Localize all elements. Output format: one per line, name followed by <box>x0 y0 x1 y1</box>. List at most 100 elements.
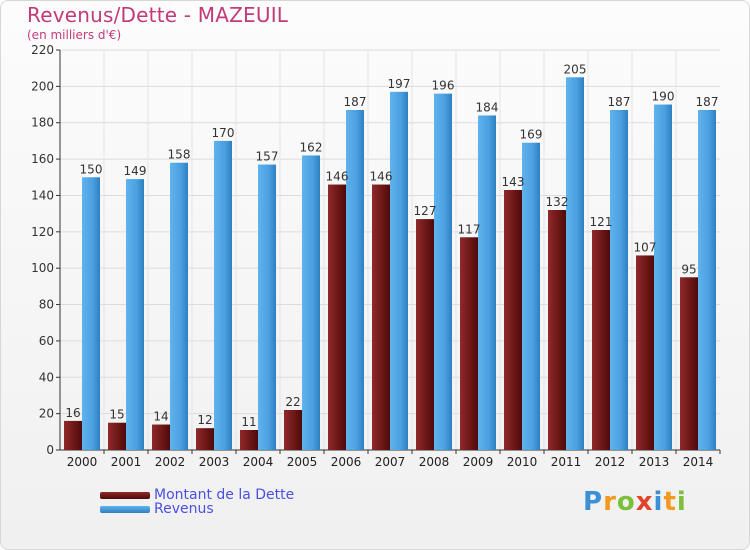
y-tick-label: 180 <box>31 116 54 130</box>
data-label-dette: 143 <box>502 175 525 189</box>
chart-subtitle: (en milliers d'€) <box>27 28 122 42</box>
bar-revenus <box>478 115 496 451</box>
y-tick-label: 160 <box>31 152 54 166</box>
y-tick-label: 20 <box>39 407 54 421</box>
y-tick-label: 0 <box>46 443 54 457</box>
bar-revenus <box>170 162 188 450</box>
y-tick-label: 100 <box>31 261 54 275</box>
data-label-dette: 95 <box>681 262 696 276</box>
bar-revenus <box>346 110 364 450</box>
bar-revenus <box>434 93 452 451</box>
data-label-dette: 15 <box>109 408 124 422</box>
data-label-revenus: 162 <box>300 140 323 154</box>
y-tick-label: 80 <box>39 298 54 312</box>
data-label-dette: 146 <box>370 170 393 184</box>
bar-dette <box>372 184 390 450</box>
data-label-dette: 16 <box>65 406 80 420</box>
bar-dette <box>548 210 566 450</box>
bar-revenus <box>126 179 144 450</box>
bar-dette <box>108 422 126 450</box>
data-labels: 16 150 15 149 14 158 12 170 11 157 22 162 146 187 146 1… <box>65 62 718 429</box>
data-label-dette: 146 <box>326 170 349 184</box>
data-label-revenus: 157 <box>256 150 279 164</box>
data-label-dette: 11 <box>241 415 256 429</box>
bar-dette <box>284 410 302 450</box>
bar-revenus <box>214 140 232 450</box>
data-label-revenus: 190 <box>652 90 675 104</box>
data-label-revenus: 197 <box>388 77 411 91</box>
legend-label-debt: Montant de la Dette <box>154 487 295 503</box>
proxiti-logo: Proxiti <box>583 487 687 517</box>
x-tick-label: 2013 <box>639 455 670 469</box>
y-tick-label: 220 <box>31 43 54 57</box>
bar-dette <box>64 420 82 450</box>
bar-dette <box>680 277 698 450</box>
bar-revenus <box>258 164 276 450</box>
legend-item-revenus: Revenus <box>100 501 214 517</box>
data-label-revenus: 196 <box>432 79 455 93</box>
bar-dette <box>328 184 346 450</box>
bar-revenus <box>82 177 100 451</box>
y-tick-label: 200 <box>31 79 54 93</box>
bars <box>64 77 716 451</box>
x-tick-label: 2003 <box>199 455 230 469</box>
y-tick-label: 60 <box>39 334 54 348</box>
legend-item-debt: Montant de la Dette <box>100 487 294 503</box>
x-tick-label: 2010 <box>507 455 538 469</box>
y-tick-label: 40 <box>39 370 54 384</box>
bar-dette <box>196 428 214 450</box>
bar-dette <box>460 237 478 450</box>
y-tick-label: 120 <box>31 225 54 239</box>
bar-dette <box>592 230 610 450</box>
x-tick-label: 2001 <box>111 455 142 469</box>
x-tick-label: 2009 <box>463 455 494 469</box>
data-label-revenus: 187 <box>344 95 367 109</box>
data-label-dette: 117 <box>458 222 481 236</box>
y-tick-label: 140 <box>31 188 54 202</box>
bar-dette <box>240 430 258 450</box>
legend-label-revenus: Revenus <box>154 501 214 517</box>
legend-swatch-revenus <box>100 505 150 513</box>
x-tick-label: 2006 <box>331 455 362 469</box>
bar-dette <box>416 219 434 450</box>
data-label-revenus: 158 <box>168 148 191 162</box>
legend-swatch-debt <box>100 491 150 499</box>
data-label-revenus: 149 <box>124 164 147 178</box>
data-label-revenus: 169 <box>520 128 543 142</box>
bar-revenus <box>654 104 672 450</box>
bar-revenus <box>302 155 320 451</box>
bar-revenus <box>522 142 540 450</box>
bar-revenus <box>610 110 628 450</box>
x-tick-label: 2002 <box>155 455 186 469</box>
data-label-revenus: 205 <box>564 62 587 76</box>
x-tick-label: 2005 <box>287 455 318 469</box>
x-tick-label: 2008 <box>419 455 450 469</box>
bar-dette <box>636 255 654 450</box>
axes: 0 20 40 60 80 100 120 140 160 180 200 220 2000 2001 20… <box>31 43 721 469</box>
data-label-revenus: 187 <box>696 95 719 109</box>
data-label-dette: 107 <box>634 240 657 254</box>
x-tick-label: 2014 <box>683 455 714 469</box>
bar-dette <box>152 424 170 450</box>
data-label-dette: 121 <box>590 215 613 229</box>
chart-title: Revenus/Dette - MAZEUIL <box>27 3 289 27</box>
bar-revenus <box>566 77 584 450</box>
data-label-dette: 14 <box>153 410 168 424</box>
bar-revenus <box>390 91 408 451</box>
x-tick-label: 2011 <box>551 455 582 469</box>
data-label-revenus: 184 <box>476 100 499 114</box>
data-label-dette: 22 <box>285 395 300 409</box>
x-tick-label: 2000 <box>67 455 98 469</box>
data-label-dette: 127 <box>414 204 437 218</box>
data-label-revenus: 170 <box>212 126 235 140</box>
bar-dette <box>504 190 522 450</box>
data-label-dette: 132 <box>546 195 569 209</box>
x-tick-label: 2007 <box>375 455 406 469</box>
bar-revenus <box>698 110 716 450</box>
data-label-revenus: 187 <box>608 95 631 109</box>
data-label-dette: 12 <box>197 413 212 427</box>
x-tick-label: 2012 <box>595 455 626 469</box>
data-label-revenus: 150 <box>80 162 103 176</box>
x-tick-label: 2004 <box>243 455 274 469</box>
